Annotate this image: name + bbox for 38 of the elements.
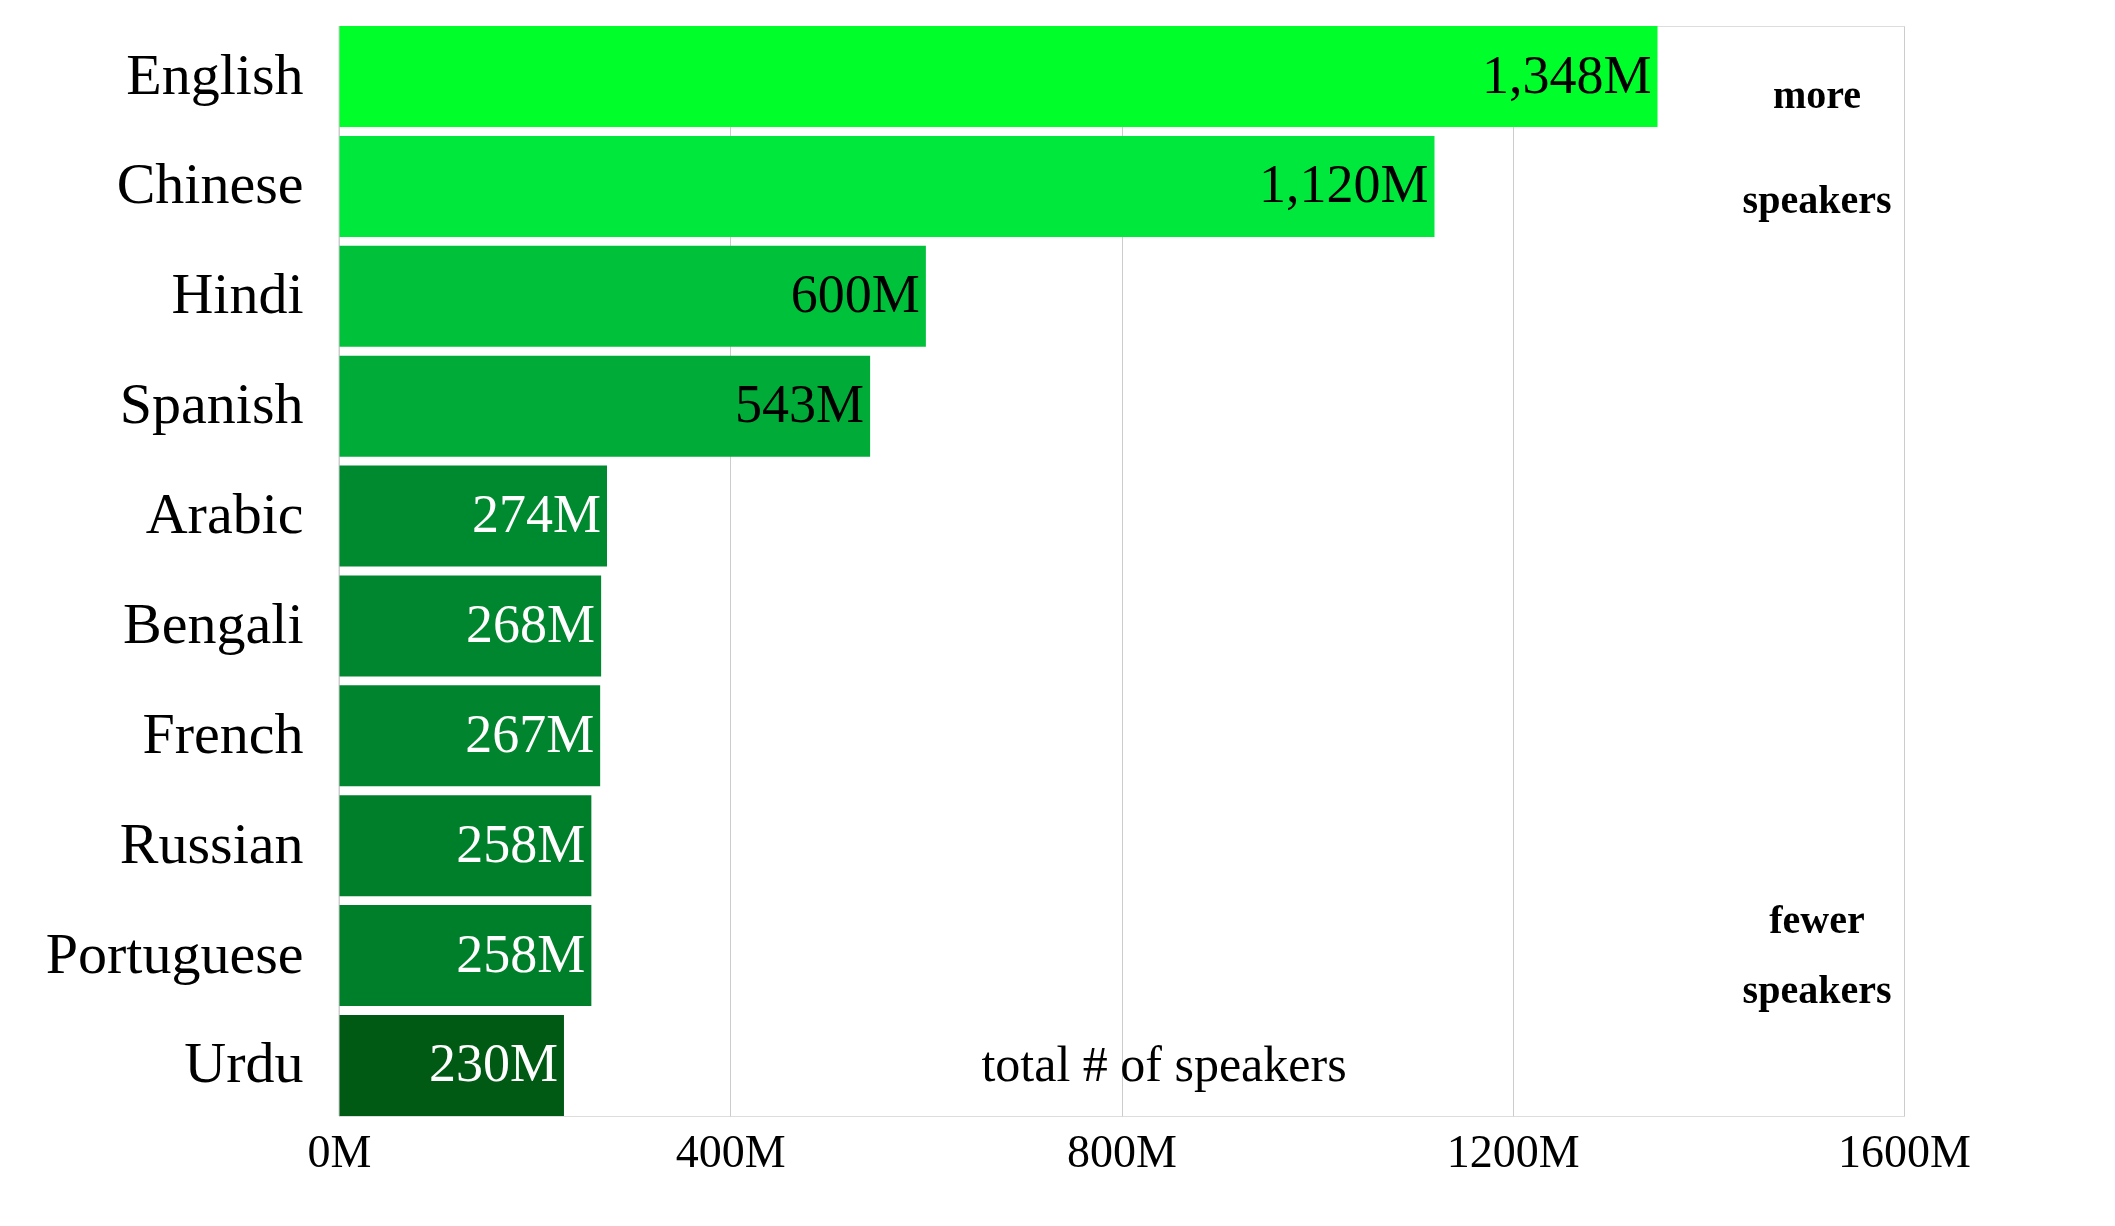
- x-tick-label: 800M: [1067, 1125, 1177, 1177]
- x-tick-label: 1200M: [1446, 1125, 1580, 1177]
- bar: [339, 575, 602, 677]
- y-tick-label: Bengali: [123, 590, 304, 656]
- bar: [339, 465, 608, 567]
- bar: [339, 795, 592, 897]
- x-axis-title: total # of speakers: [981, 1036, 1347, 1092]
- y-tick-label: Spanish: [119, 371, 304, 437]
- data-label: 258M: [456, 813, 586, 874]
- data-label: 274M: [471, 484, 602, 545]
- y-tick-label: Russian: [119, 810, 304, 876]
- data-label: 1,348M: [1482, 44, 1652, 105]
- y-tick-label: Urdu: [184, 1030, 304, 1096]
- x-tick-label: 0M: [307, 1125, 372, 1177]
- data-label: 1,120M: [1258, 154, 1429, 215]
- y-tick-label: Hindi: [171, 261, 304, 327]
- y-tick-label: Portuguese: [45, 920, 304, 986]
- data-label: 267M: [465, 703, 595, 764]
- y-tick-label: English: [126, 41, 304, 107]
- data-label: 543M: [735, 374, 865, 435]
- bar: [339, 245, 926, 347]
- bar: [339, 1014, 564, 1116]
- bar: [339, 685, 601, 787]
- data-label: 268M: [466, 593, 596, 654]
- x-tick-label: 1600M: [1838, 1125, 1971, 1177]
- x-tick-label: 400M: [675, 1125, 786, 1177]
- bar: [339, 905, 592, 1007]
- data-label: 230M: [428, 1033, 558, 1094]
- annotation: fewer speakers: [1742, 897, 1892, 1012]
- y-tick-label: Chinese: [116, 151, 304, 217]
- bar: [339, 26, 1658, 128]
- bar: [339, 135, 1435, 237]
- data-label: 600M: [790, 264, 920, 325]
- y-tick-label: French: [142, 700, 304, 766]
- data-label: 258M: [456, 923, 586, 984]
- text: more speakers: [1742, 72, 1892, 222]
- y-tick-label: Arabic: [145, 481, 304, 547]
- bar: [339, 355, 871, 457]
